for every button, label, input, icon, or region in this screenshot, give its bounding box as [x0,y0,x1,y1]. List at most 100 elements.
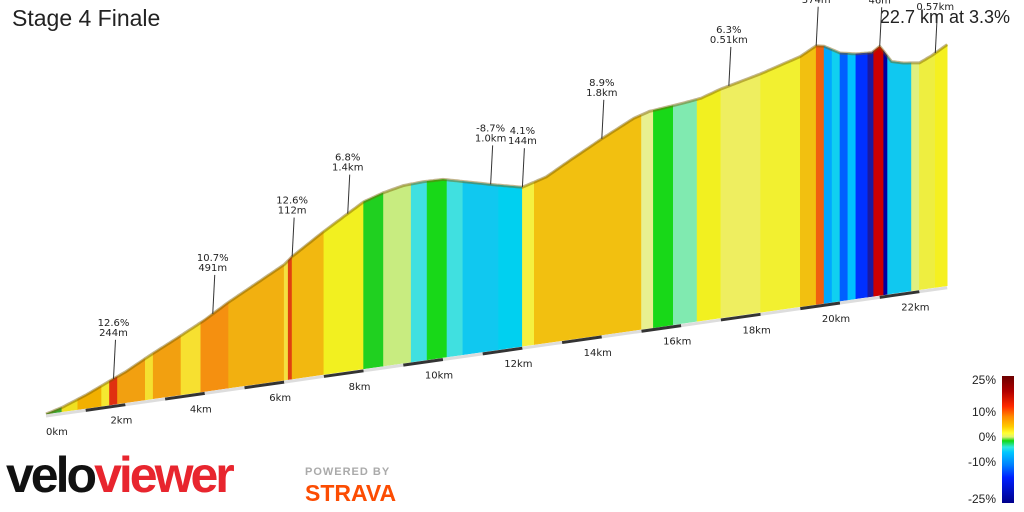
annotation-leader [490,145,494,185]
axis-band-dark [323,369,364,378]
axis-band-light [601,329,642,339]
annotation-length: 46m [868,0,890,6]
gradient-segment [446,179,464,358]
gradient-segment [823,45,833,304]
annotation-grade: 6.8% [335,153,360,164]
gradient-segment [283,259,289,381]
logo-viewer: viewer [94,447,235,503]
annotation-leader [347,174,351,214]
profile-ridge [45,43,949,416]
x-tick-label: 2km [110,416,132,427]
gradient-segment [426,179,448,361]
gradient-annotations: 12.6%244m10.7%491m12.6%112m6.8%1.4km-8.7… [98,0,954,379]
powered-by-label: POWERED BY [305,466,391,478]
axis-band-light [283,374,325,384]
annotation-grade: -8.7% [476,123,505,134]
annotation-leader [934,14,938,54]
gradient-segment [363,192,384,370]
gradient-segment [641,110,654,330]
gradient-segment [498,184,523,350]
strava-logo: STRAVA [305,480,397,506]
axis-band-light [204,386,245,395]
annotation-grade: 6.3% [716,25,741,36]
x-tick-label: 4km [190,404,212,415]
gradient-segment [200,301,229,393]
axis-band-dark [403,358,444,367]
annotation-leader [112,339,116,379]
gradient-segment [462,181,499,356]
annotation-grade: 4.1% [510,126,535,137]
gradient-segment [152,334,182,400]
annotation-length: 144m [508,136,537,147]
annotation-leader [291,217,295,257]
axis-band-light [680,318,722,328]
veloviewer-logo: veloviewer [6,447,235,503]
gradient-segment [287,255,293,380]
axis-band-dark [164,391,206,401]
gradient-segment [883,50,888,296]
legend-label: 10% [971,404,996,419]
x-tick-label: 16km [663,337,691,348]
gradient-segment [117,357,146,405]
annotation-leader [815,6,819,46]
gradient-segment [799,45,817,307]
annotation-leader [521,148,525,188]
legend-label: -25% [967,492,996,507]
annotation-length: 0.51km [710,35,748,46]
annotation-length: 1.8km [586,88,617,99]
axis-band-light [919,286,948,294]
legend-label: -10% [967,455,996,470]
axis-band-dark [879,290,920,299]
axis-band-dark [244,380,285,390]
axis-band-dark [561,335,603,345]
gradient-segment [228,264,285,389]
axis-band-dark [800,301,841,311]
x-tick-label: 22km [901,303,929,314]
annotation-length: 1.0km [475,133,506,144]
logo-velo: velo [6,447,97,503]
annotation-length: 1.4km [332,163,363,174]
route-summary: 22.7 km at 3.3% [879,7,1010,27]
gradient-segment [696,88,722,322]
annotation-leader [728,46,732,86]
axis-band-light [522,341,563,350]
gradient-segment [919,52,936,291]
x-tick-label: 20km [822,314,850,325]
annotation-length: 244m [99,328,128,339]
gradient-segment [887,55,912,295]
annotation-length: 374m [802,0,831,6]
annotation-grade: 12.6% [98,318,130,329]
gradient-segment [855,52,869,300]
annotation-grade: 7.6% [923,0,948,3]
axis-band-dark [720,312,761,322]
gradient-color-scale [1002,376,1014,503]
x-tick-label: 18km [742,325,770,336]
gradient-segment [873,45,885,297]
gradient-segment [720,73,761,319]
gradient-segment [760,56,801,313]
gradient-segment [410,180,428,363]
gradient-segment [934,44,948,288]
axis-band-dark [641,324,682,333]
gradient-segment [672,98,698,326]
gradient-segment [831,49,841,303]
profile-segments [45,44,948,415]
axis-band-light [442,352,483,361]
gradient-segment [839,52,849,302]
axis-band-light [839,295,880,305]
x-tick-label: 10km [425,371,453,382]
annotation-grade: 12.6% [276,196,308,207]
gradient-segment [911,62,920,292]
annotation-length: 0.57km [916,2,954,13]
axis-band-light [363,363,404,373]
x-tick-label: 6km [269,393,291,404]
legend-label: 0% [978,429,996,444]
gradient-legend: 25% 10% 0% -10% -25% [962,368,1024,512]
x-tick-label: 14km [584,348,612,359]
annotation-length: 491m [198,263,227,274]
x-tick-label: 12km [504,359,532,370]
gradient-segment [522,181,535,347]
gradient-segment [145,352,154,401]
x-tick-label: 0km [46,427,68,438]
